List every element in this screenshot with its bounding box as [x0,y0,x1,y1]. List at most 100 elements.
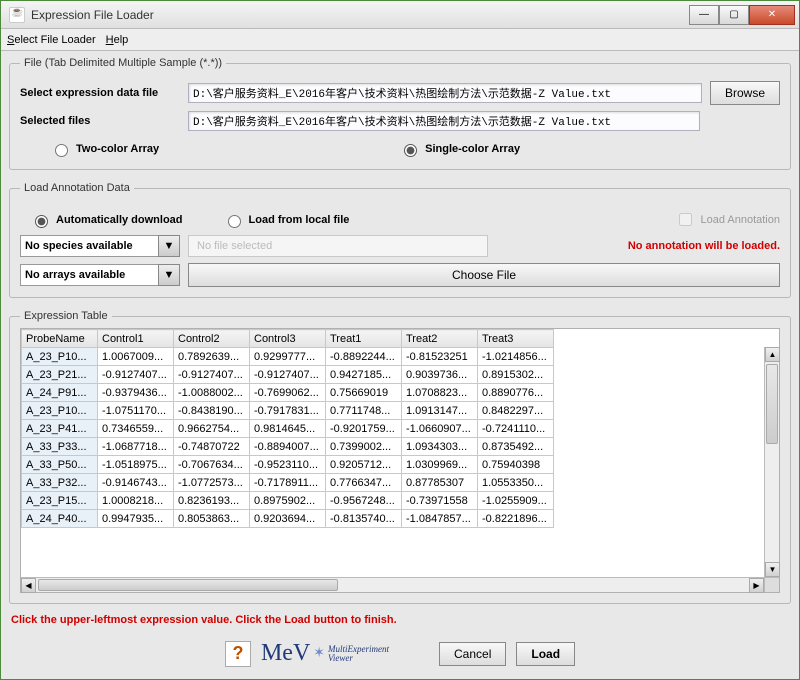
expression-table[interactable]: ProbeNameControl1Control2Control3Treat1T… [21,329,554,528]
value-cell[interactable]: -0.9379436... [98,384,174,402]
value-cell[interactable]: -0.7699062... [250,384,326,402]
value-cell[interactable]: -0.9567248... [326,492,402,510]
value-cell[interactable]: -0.9127407... [250,366,326,384]
value-cell[interactable]: -1.0518975... [98,456,174,474]
selected-files-input[interactable] [188,111,700,131]
single-color-radio[interactable]: Single-color Array [399,141,520,157]
value-cell[interactable]: -0.7067634... [174,456,250,474]
value-cell[interactable]: 1.0934303... [402,438,478,456]
table-row[interactable]: A_33_P50...-1.0518975...-0.7067634...-0.… [22,456,554,474]
value-cell[interactable]: 0.75669019 [326,384,402,402]
column-header[interactable]: Control2 [174,330,250,348]
cancel-button[interactable]: Cancel [439,642,506,666]
value-cell[interactable]: 0.9814645... [250,420,326,438]
value-cell[interactable]: -1.0088002... [174,384,250,402]
table-row[interactable]: A_23_P10...-1.0751170...-0.8438190...-0.… [22,402,554,420]
value-cell[interactable]: 0.9947935... [98,510,174,528]
value-cell[interactable]: 0.9662754... [174,420,250,438]
scroll-up-icon[interactable]: ▲ [765,347,780,362]
value-cell[interactable]: 0.8482297... [478,402,554,420]
value-cell[interactable]: 1.0008218... [98,492,174,510]
value-cell[interactable]: -0.7917831... [250,402,326,420]
auto-download-radio[interactable]: Automatically download [30,212,183,228]
value-cell[interactable]: 0.8915302... [478,366,554,384]
hscroll-thumb[interactable] [38,579,338,591]
value-cell[interactable]: 1.0708823... [402,384,478,402]
table-row[interactable]: A_23_P41...0.7346559...0.9662754...0.981… [22,420,554,438]
value-cell[interactable]: -0.9127407... [174,366,250,384]
probe-cell[interactable]: A_23_P10... [22,402,98,420]
table-row[interactable]: A_23_P21...-0.9127407...-0.9127407...-0.… [22,366,554,384]
chevron-down-icon[interactable]: ▼ [158,264,180,286]
value-cell[interactable]: -1.0847857... [402,510,478,528]
probe-cell[interactable]: A_23_P10... [22,348,98,366]
browse-button[interactable]: Browse [710,81,780,105]
horizontal-scrollbar[interactable]: ◀ ▶ [21,577,779,592]
probe-cell[interactable]: A_33_P50... [22,456,98,474]
probe-cell[interactable]: A_24_P40... [22,510,98,528]
probe-cell[interactable]: A_33_P32... [22,474,98,492]
value-cell[interactable]: 0.8890776... [478,384,554,402]
species-combo[interactable]: No species available ▼ [20,235,180,257]
value-cell[interactable]: -1.0751170... [98,402,174,420]
value-cell[interactable]: -1.0687718... [98,438,174,456]
value-cell[interactable]: 0.7892639... [174,348,250,366]
value-cell[interactable]: 0.7766347... [326,474,402,492]
value-cell[interactable]: 1.0067009... [98,348,174,366]
value-cell[interactable]: -0.8438190... [174,402,250,420]
scroll-down-icon[interactable]: ▼ [765,562,780,577]
value-cell[interactable]: -0.9127407... [98,366,174,384]
column-header[interactable]: Treat2 [402,330,478,348]
value-cell[interactable]: -1.0214856... [478,348,554,366]
value-cell[interactable]: -0.8894007... [250,438,326,456]
table-row[interactable]: A_24_P40...0.9947935...0.8053863...0.920… [22,510,554,528]
value-cell[interactable]: -0.9201759... [326,420,402,438]
value-cell[interactable]: 1.0309969... [402,456,478,474]
table-row[interactable]: A_24_P91...-0.9379436...-1.0088002...-0.… [22,384,554,402]
value-cell[interactable]: 0.9205712... [326,456,402,474]
table-row[interactable]: A_23_P15...1.0008218...0.8236193...0.897… [22,492,554,510]
value-cell[interactable]: 0.87785307 [402,474,478,492]
value-cell[interactable]: 0.9039736... [402,366,478,384]
value-cell[interactable]: -1.0772573... [174,474,250,492]
value-cell[interactable]: -1.0660907... [402,420,478,438]
column-header[interactable]: Control3 [250,330,326,348]
value-cell[interactable]: 0.9299777... [250,348,326,366]
value-cell[interactable]: 0.75940398 [478,456,554,474]
value-cell[interactable]: 0.7346559... [98,420,174,438]
value-cell[interactable]: 0.7399002... [326,438,402,456]
chevron-down-icon[interactable]: ▼ [158,235,180,257]
value-cell[interactable]: -0.81523251 [402,348,478,366]
load-annotation-checkbox[interactable]: Load Annotation [675,210,780,229]
table-row[interactable]: A_33_P32...-0.9146743...-1.0772573...-0.… [22,474,554,492]
probe-cell[interactable]: A_23_P41... [22,420,98,438]
minimize-button[interactable]: — [689,5,719,25]
value-cell[interactable]: -0.8135740... [326,510,402,528]
table-row[interactable]: A_23_P10...1.0067009...0.7892639...0.929… [22,348,554,366]
probe-cell[interactable]: A_23_P21... [22,366,98,384]
file-path-input[interactable] [188,83,702,103]
value-cell[interactable]: -0.74870722 [174,438,250,456]
load-local-radio[interactable]: Load from local file [223,212,350,228]
column-header[interactable]: ProbeName [22,330,98,348]
vertical-scrollbar[interactable]: ▲ ▼ [764,347,779,577]
value-cell[interactable]: -1.0255909... [478,492,554,510]
scroll-right-icon[interactable]: ▶ [749,578,764,593]
value-cell[interactable]: -0.7178911... [250,474,326,492]
value-cell[interactable]: 0.9203694... [250,510,326,528]
column-header[interactable]: Treat1 [326,330,402,348]
scroll-left-icon[interactable]: ◀ [21,578,36,593]
help-icon[interactable]: ? [225,641,251,667]
value-cell[interactable]: -0.73971558 [402,492,478,510]
menu-select-file-loader[interactable]: Select File Loader [7,34,96,46]
value-cell[interactable]: 1.0913147... [402,402,478,420]
value-cell[interactable]: 0.8735492... [478,438,554,456]
value-cell[interactable]: 0.8236193... [174,492,250,510]
value-cell[interactable]: -0.8221896... [478,510,554,528]
two-color-radio[interactable]: Two-color Array [50,141,159,157]
column-header[interactable]: Treat3 [478,330,554,348]
maximize-button[interactable]: ▢ [719,5,749,25]
value-cell[interactable]: -0.7241110... [478,420,554,438]
scroll-thumb[interactable] [766,364,778,444]
arrays-combo[interactable]: No arrays available ▼ [20,264,180,286]
